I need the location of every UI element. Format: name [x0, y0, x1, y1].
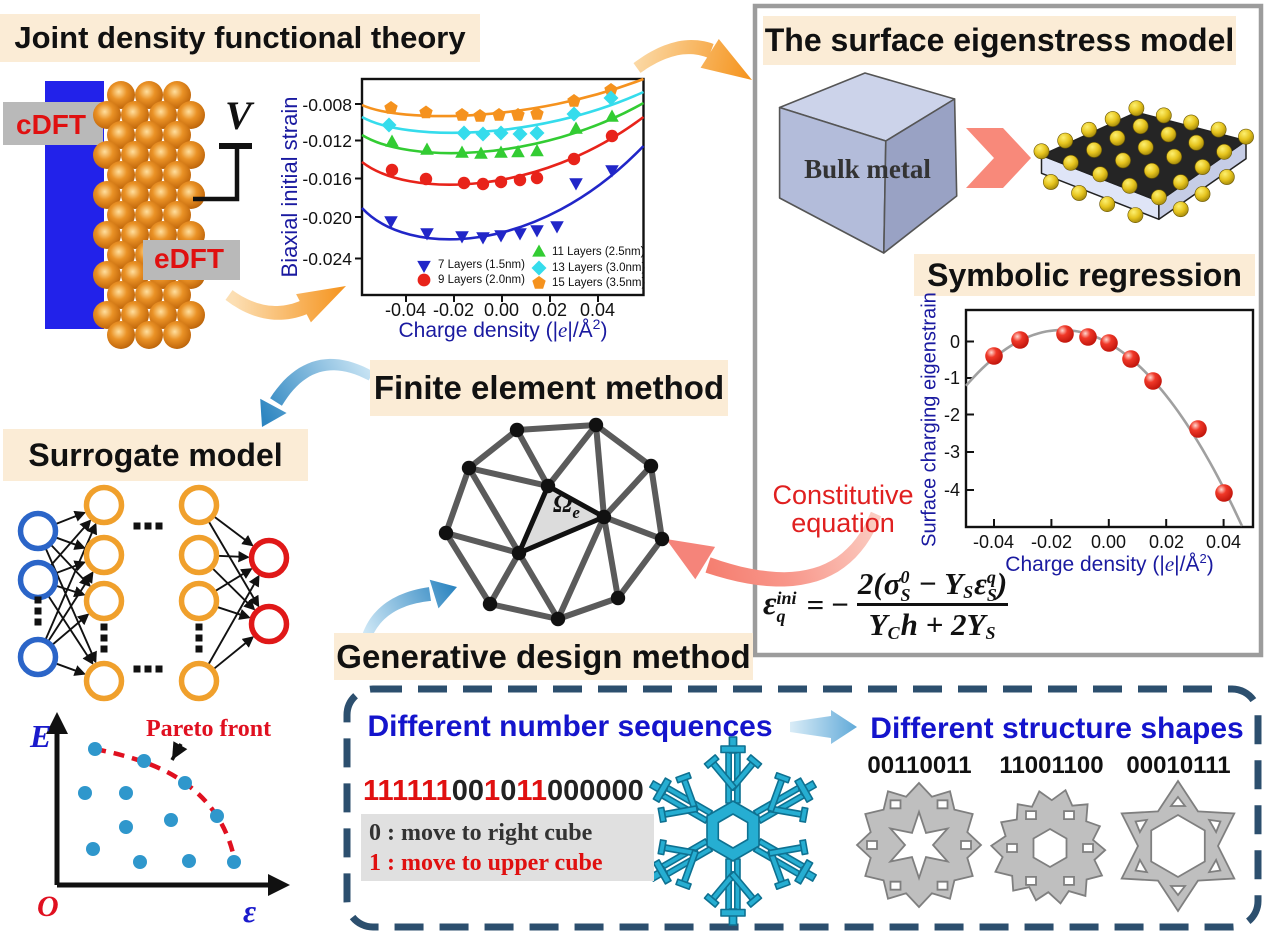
svg-text:cDFT: cDFT [16, 109, 86, 140]
